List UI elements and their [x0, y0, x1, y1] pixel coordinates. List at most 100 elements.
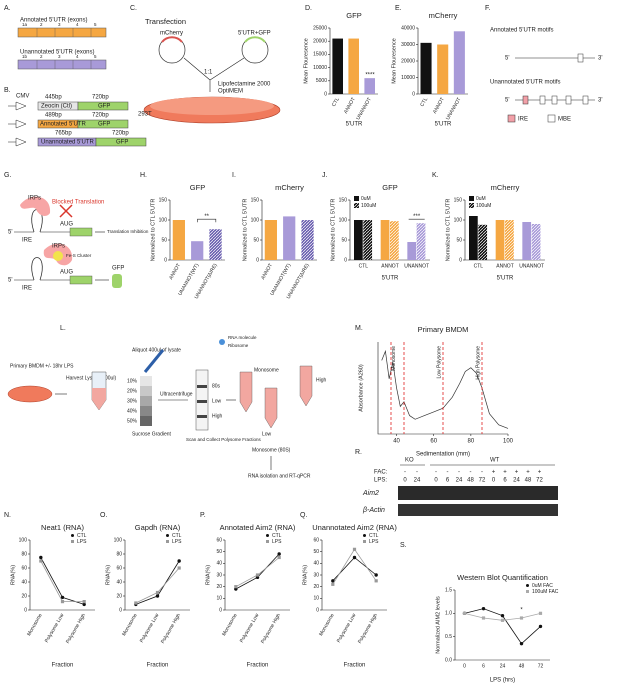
lane-lps: 24 — [414, 478, 421, 484]
x-tick-label: Polysome High — [160, 612, 182, 644]
y-tick-label: 60 — [313, 537, 319, 543]
legend-label: 0uM — [476, 196, 486, 202]
x-tick-label: ANNOT — [260, 263, 274, 281]
label: 293T — [138, 112, 152, 118]
legend-swatch — [354, 196, 359, 201]
construct-diagram: CMV 445bp Zeocin (Ctl) 720bp GFP 489bp A… — [8, 94, 147, 147]
point — [481, 606, 486, 611]
label: OptiMEM — [218, 89, 243, 95]
blot-actin — [398, 504, 558, 516]
label: Scan and Collect Polysome Fractions — [186, 437, 262, 442]
panel-letter: A. — [4, 5, 11, 12]
tube — [299, 365, 313, 407]
axes — [29, 540, 95, 611]
chart-title: GFP — [190, 183, 205, 192]
series-line — [235, 557, 280, 588]
chart-title: Neat1 (RNA) — [41, 523, 84, 532]
exon-label: 1b — [22, 54, 28, 59]
significance: *** — [413, 214, 421, 220]
block-cross — [59, 204, 73, 218]
lane-fac: + — [492, 470, 496, 476]
exon-bar — [17, 59, 107, 70]
legend-marker — [526, 584, 529, 587]
point — [177, 566, 181, 570]
label: CMV — [16, 94, 29, 100]
y-tick-label: 60 — [21, 565, 27, 571]
point — [82, 602, 86, 607]
y-tick-label: 10000 — [401, 75, 415, 81]
series-line — [332, 548, 377, 585]
dish-media — [150, 97, 274, 115]
y-tick-label: 0 — [119, 607, 122, 613]
ire-mechanism-diagram: IRPs Blocked Translation AUG Translation… — [8, 196, 149, 292]
y-axis-label: RNA(%) — [105, 565, 111, 585]
blot-lanes: - 0 - 24 - 0 - 6 - 24 - 48 - 72 +0 +6 +24 +48 +72 — [403, 470, 543, 484]
panel-letter: N. — [4, 512, 11, 519]
axes — [377, 342, 508, 435]
gfp — [77, 119, 129, 129]
label: IRPs — [52, 244, 65, 250]
chart: Primary BMDM Absorbance (A260) Sedimentati… — [358, 325, 513, 458]
y-tick-label: 0 — [324, 91, 327, 97]
label: IRE — [22, 286, 32, 292]
y-tick-label: 25000 — [313, 25, 327, 31]
mbe — [582, 95, 589, 105]
legend-label: CTL — [272, 533, 282, 539]
lane-fac: - — [404, 470, 406, 476]
legend-swatch — [507, 114, 516, 123]
y-tick-label: 40 — [21, 579, 27, 585]
exon-label: 1a — [22, 22, 28, 27]
legend-label: CTL — [77, 533, 87, 539]
label: 720bp — [92, 113, 109, 119]
y-axis-label: Mean Flouresence — [303, 38, 309, 84]
promoter — [15, 101, 27, 111]
y-tick-label: 40 — [116, 579, 122, 585]
irp — [20, 196, 51, 216]
y-tick-label: 80 — [21, 551, 27, 557]
x-tick-label: Polysome High — [65, 612, 87, 644]
point — [374, 573, 378, 577]
lane-fac: + — [515, 470, 519, 476]
x-axis-label: Fraction — [147, 663, 169, 669]
series-line — [135, 560, 180, 605]
y-axis-label: RNA(%) — [205, 565, 211, 585]
y-tick-label: 20 — [21, 593, 27, 599]
y-tick-label: 0 — [459, 257, 462, 263]
bar — [363, 220, 373, 260]
label: Aliquot 400ul of lysate — [132, 347, 181, 353]
point — [60, 600, 65, 604]
pipette — [143, 349, 165, 373]
lysate — [92, 388, 106, 410]
y-tick-label: 20000 — [401, 58, 415, 64]
y-tick-label: 0 — [412, 91, 415, 97]
legend-label: 100uM FAC — [532, 589, 559, 595]
lane-lps: 72 — [479, 478, 486, 484]
label: GFP — [116, 140, 128, 146]
y-tick-label: 50 — [161, 237, 167, 243]
blot-aim2 — [398, 486, 558, 500]
y-tick-label: 0 — [219, 607, 222, 613]
point — [462, 611, 467, 615]
x-tick-label: CTL — [474, 263, 484, 269]
label: mCherry — [160, 31, 183, 37]
y-axis-label: Normalized to CTL 5'UTR — [150, 199, 156, 262]
gfp — [95, 137, 147, 147]
label: Primary BMDM +/- 18hr LPS — [10, 363, 74, 369]
point — [538, 611, 543, 615]
y-tick-label: 50 — [456, 237, 462, 243]
exon-label: 5 — [94, 22, 97, 27]
label: FAC: — [374, 470, 388, 476]
lane-fac: + — [538, 470, 542, 476]
panel-letter: O. — [100, 512, 107, 519]
label: 80s — [212, 383, 221, 389]
chart-title: mCherry — [429, 11, 458, 20]
legend-label: LPS — [272, 539, 282, 545]
transfection-diagram: Transfection mCherry 5'UTR+GFP 1:1 Lipof… — [138, 17, 281, 124]
chart: mCherry 0 10000 20000 30000 40000 Mean Floures… — [391, 11, 468, 128]
chart: Annotated Aim2 (RNA) 0 10 20 30 40 50 60 RNA(%) F… — [205, 523, 295, 669]
legend-marker — [266, 540, 269, 543]
lane-lps: 0 — [492, 478, 496, 484]
chart-title: Western Blot Quantification — [457, 573, 548, 582]
x-axis-label: LPS (hrs) — [490, 678, 515, 684]
